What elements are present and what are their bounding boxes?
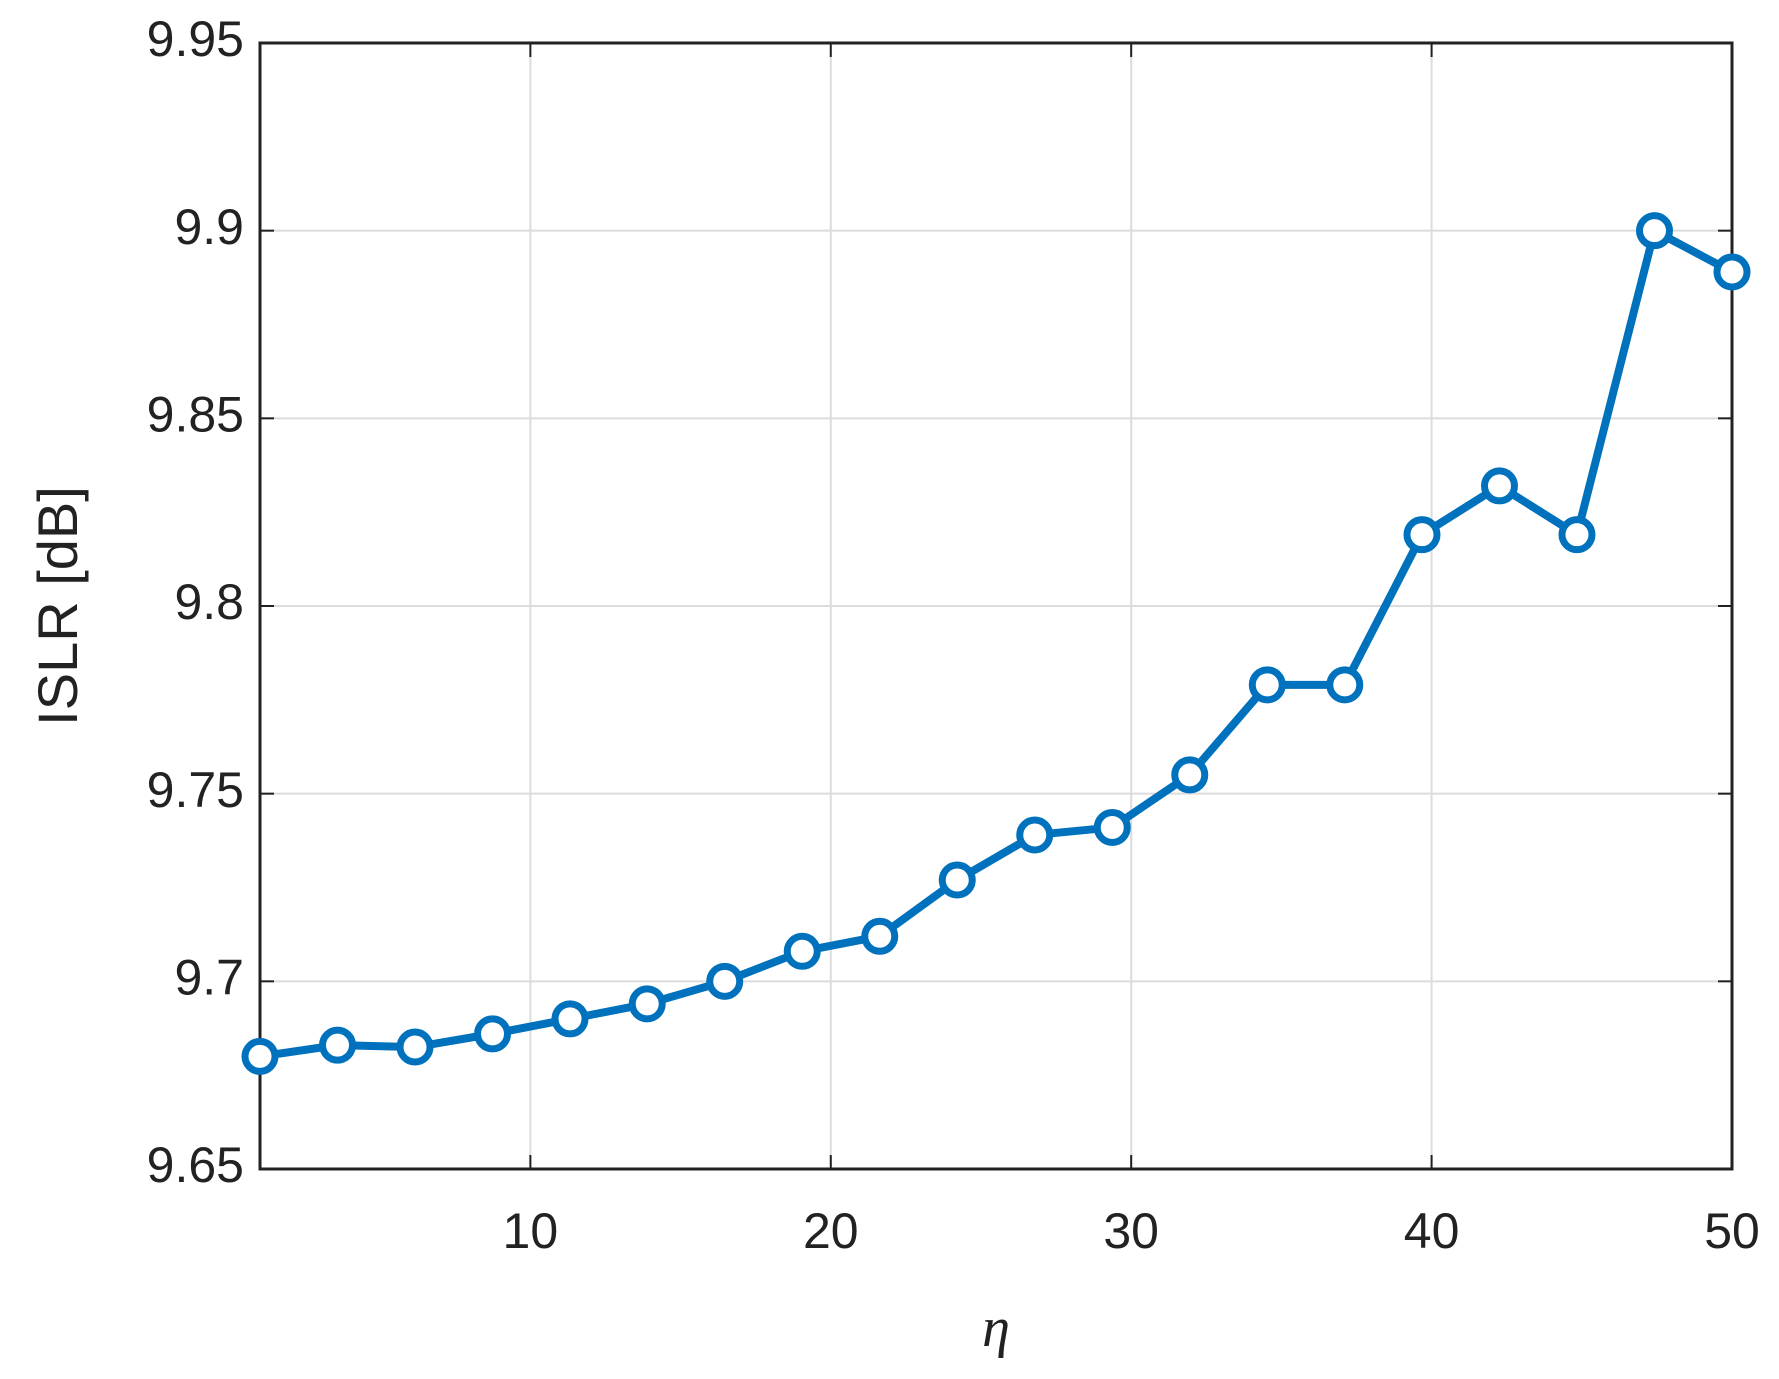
- data-point: [1326, 666, 1364, 704]
- data-point: [706, 962, 744, 1000]
- data-point: [861, 917, 899, 955]
- plot-frame: [258, 41, 1734, 1171]
- data-point: [1713, 253, 1751, 291]
- data-point: [938, 861, 976, 899]
- x-tick-label: 10: [503, 1203, 559, 1259]
- y-tick-label: 9.75: [147, 762, 244, 818]
- x-tick-label: 20: [803, 1203, 859, 1259]
- data-point: [396, 1028, 434, 1066]
- data-point: [1480, 467, 1518, 505]
- data-point: [783, 932, 821, 970]
- data-point: [474, 1015, 512, 1053]
- x-tick-label: 30: [1103, 1203, 1159, 1259]
- y-axis-label: ISLR [dB]: [26, 486, 89, 726]
- x-axis-label: η: [982, 1297, 1010, 1359]
- data-point: [241, 1037, 279, 1075]
- data-point: [1171, 756, 1209, 794]
- data-line: [259, 226, 1734, 1061]
- data-point: [1248, 666, 1286, 704]
- data-point: [1016, 816, 1054, 854]
- data-point: [1635, 212, 1673, 250]
- y-tick-label: 9.9: [174, 199, 244, 255]
- x-tick-label: 50: [1704, 1203, 1760, 1259]
- data-point: [551, 1000, 589, 1038]
- y-tick-label: 9.85: [147, 387, 244, 443]
- data-point: [628, 985, 666, 1023]
- x-tick-label: 40: [1404, 1203, 1460, 1259]
- y-tick-label: 9.7: [174, 950, 244, 1006]
- data-point: [1558, 516, 1596, 554]
- y-tick-label: 9.65: [147, 1137, 244, 1193]
- data-point: [1403, 516, 1441, 554]
- y-tick-label: 9.95: [147, 11, 244, 67]
- data-point: [319, 1026, 357, 1064]
- data-point: [1093, 808, 1131, 846]
- y-tick-label: 9.8: [174, 574, 244, 630]
